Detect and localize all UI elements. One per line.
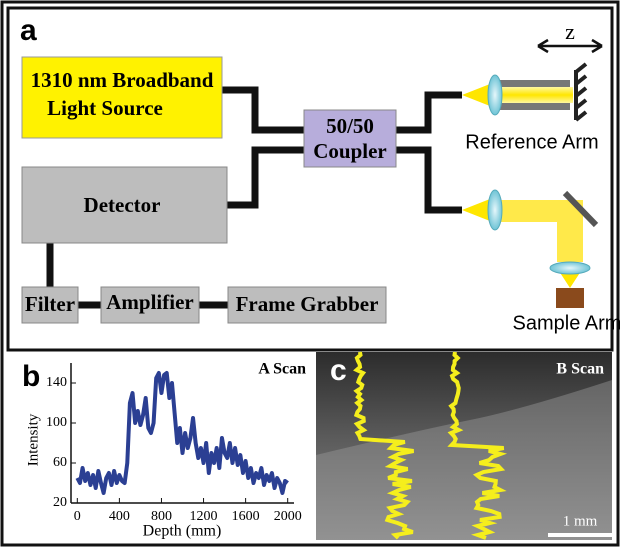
image-title: B Scan xyxy=(556,361,604,378)
y-tick-label: 140 xyxy=(46,375,67,390)
y-tick-label: 100 xyxy=(46,415,67,430)
x-axis-label: Depth (mm) xyxy=(143,523,222,540)
x-tick-label: 0 xyxy=(74,509,81,524)
box-label: Detector xyxy=(84,193,161,217)
scale-bar-label: 1 mm xyxy=(563,513,598,529)
panel-label: a xyxy=(20,14,37,47)
beam xyxy=(495,87,573,103)
data-line xyxy=(77,373,287,493)
x-tick-label: 2000 xyxy=(274,509,302,524)
sample xyxy=(556,288,584,308)
mount xyxy=(498,103,570,110)
box-label: Filter xyxy=(25,292,75,316)
chart-title: A Scan xyxy=(258,361,306,378)
z-label: z xyxy=(565,19,575,44)
x-tick-label: 800 xyxy=(151,509,172,524)
box-label: Coupler xyxy=(313,139,387,163)
box-label: Frame Grabber xyxy=(236,292,379,316)
box-label: 1310 nm Broadband xyxy=(31,68,214,92)
lens xyxy=(488,190,502,230)
arm-label: Sample Arm xyxy=(513,312,620,334)
y-tick-label: 20 xyxy=(53,495,67,510)
figure: a 1310 nm Broadband Light Source 50/50 C… xyxy=(0,0,620,547)
lens xyxy=(550,262,590,274)
panel-label: c xyxy=(330,354,347,387)
lens xyxy=(488,75,502,115)
y-tick-label: 60 xyxy=(53,455,67,470)
box-label: Amplifier xyxy=(106,290,193,314)
x-tick-label: 400 xyxy=(109,509,130,524)
box-label: Light Source xyxy=(47,96,163,120)
mount xyxy=(498,80,570,87)
x-tick-label: 1200 xyxy=(190,509,218,524)
box-label: 50/50 xyxy=(326,114,374,138)
x-tick-label: 1600 xyxy=(232,509,260,524)
panel-b: b A Scan Depth (mm) Intensity 20 60 100 140… xyxy=(22,360,306,540)
y-axis-label: Intensity xyxy=(25,413,41,466)
arm-label: Reference Arm xyxy=(465,131,598,153)
panel-label: b xyxy=(22,360,40,393)
